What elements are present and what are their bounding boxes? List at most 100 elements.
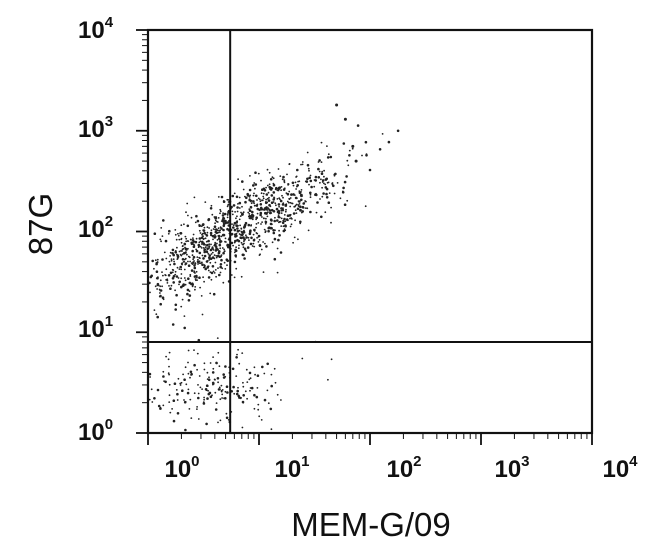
data-point [343,203,347,206]
data-point [196,256,199,258]
data-point [156,388,160,392]
data-point [209,257,213,261]
data-point [226,243,230,247]
data-point [212,292,216,296]
data-point [203,368,206,371]
x-tick-label-4: 104 [602,453,638,483]
data-point [194,221,197,224]
data-point [184,279,187,282]
data-point [265,212,268,215]
data-point [186,224,190,228]
data-point [321,195,324,198]
y-tick-label-2: 102 [78,213,113,243]
data-point [224,390,227,393]
data-point [250,386,254,390]
data-point [180,237,183,240]
data-point [196,368,199,371]
data-point [276,271,279,274]
data-point [255,226,257,229]
data-point [180,277,183,280]
data-point [184,257,187,260]
data-point [345,175,348,178]
x-tick-label-0: 100 [164,453,199,483]
data-point [235,195,239,199]
data-point [257,408,260,411]
data-point [182,245,184,247]
data-point [287,184,289,186]
data-point [216,239,219,241]
data-point [192,258,195,261]
data-point [230,274,233,276]
data-point [195,270,198,273]
data-point [253,407,256,410]
data-point [191,254,194,257]
data-point [348,154,351,157]
data-point [192,233,195,236]
data-point [245,196,248,200]
data-point [219,212,221,215]
data-point [319,181,321,184]
data-point [262,192,265,195]
data-point [199,286,202,289]
data-point [320,178,322,181]
data-point [289,225,292,228]
data-point [225,241,227,243]
data-point [223,261,226,264]
data-point [321,186,323,189]
data-point [190,269,194,272]
data-point [225,385,229,389]
data-point [278,205,280,208]
data-point [343,117,347,121]
data-point [272,198,276,201]
data-point [298,200,301,203]
data-point [180,305,183,308]
data-point [160,240,163,243]
data-point [254,171,257,174]
data-point [327,201,331,204]
data-point [247,223,251,227]
data-point [227,238,230,241]
data-point [168,229,171,233]
data-point [243,242,245,245]
data-point [259,203,263,206]
data-point [195,279,197,282]
data-point [266,168,269,171]
data-point [184,366,187,369]
data-point [317,161,320,163]
data-point [396,129,400,133]
data-point [187,214,189,217]
data-point [320,161,323,164]
data-point [241,352,244,354]
data-point [238,362,241,365]
data-point [202,247,205,249]
data-point [159,294,162,298]
data-point [192,255,196,259]
data-point [238,233,241,235]
data-point [213,272,216,274]
data-point [208,254,212,257]
data-point [210,271,214,275]
y-axis-minor-ticks [136,29,148,434]
data-point [182,247,185,250]
data-point [256,207,260,211]
data-point [235,375,238,377]
plot-frame [146,28,594,435]
data-point [231,194,235,198]
data-point [254,187,256,190]
data-point [200,295,203,297]
data-point [193,264,196,267]
data-point [233,228,237,232]
data-point [178,250,181,253]
data-point [252,233,255,236]
data-point [306,207,309,210]
data-point [299,193,303,197]
data-point [282,196,284,199]
data-point [206,247,209,250]
data-point [219,265,222,269]
data-point [325,177,329,181]
data-point [253,182,256,184]
data-point [162,219,165,222]
data-point [296,185,298,188]
data-point [161,235,164,238]
data-point [299,222,302,225]
